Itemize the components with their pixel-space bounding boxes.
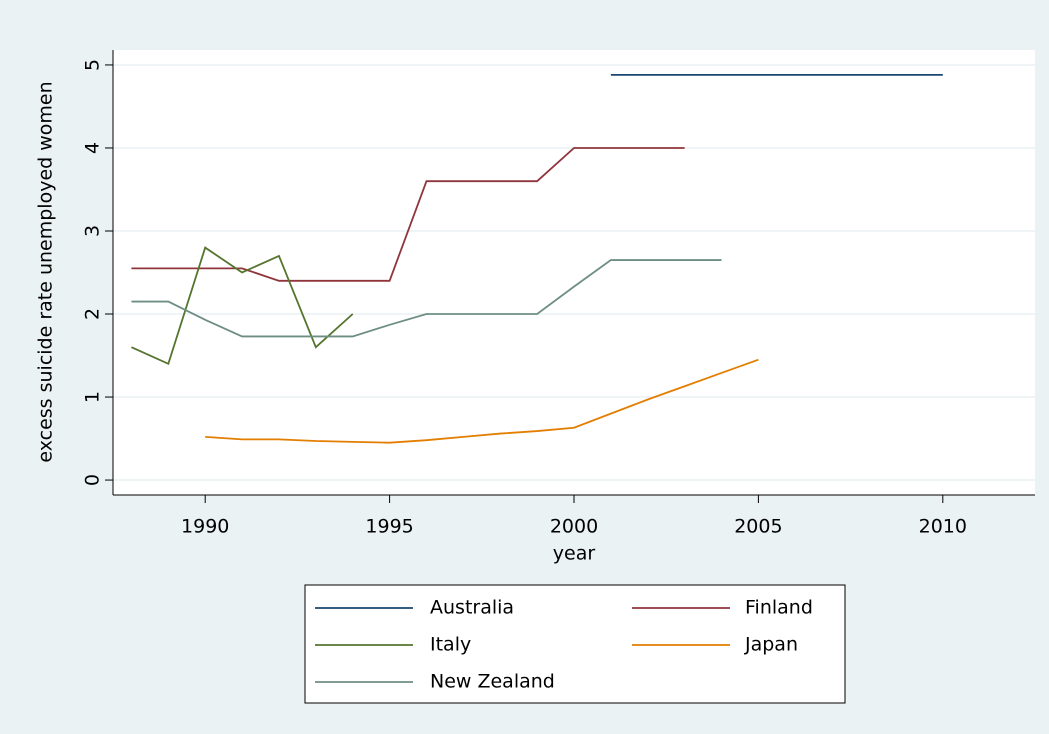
x-tick-label: 2000 (550, 516, 598, 538)
y-tick-label: 2 (82, 308, 104, 320)
legend-label: Australia (430, 597, 514, 619)
series-line (131, 147, 685, 282)
y-tick-label: 0 (82, 474, 104, 486)
legend-box (304, 584, 846, 704)
series-line (131, 246, 354, 366)
x-tick-label: 2005 (734, 516, 782, 538)
x-tick-label: 1995 (365, 516, 413, 538)
x-tick-label: 1990 (181, 516, 229, 538)
y-tick-label: 1 (82, 391, 104, 403)
x-axis-title: year (553, 543, 596, 565)
y-axis-title: excess suicide rate unemployed women (35, 81, 57, 462)
y-tick-label: 5 (82, 59, 104, 71)
series-line (205, 358, 759, 444)
legend-label: Italy (430, 634, 471, 656)
y-tick-label: 3 (82, 225, 104, 237)
plot-area (113, 50, 1035, 495)
legend-label: Finland (745, 597, 813, 619)
series-line (131, 259, 722, 338)
legend-label: Japan (744, 634, 798, 656)
x-tick-label: 2010 (919, 516, 967, 538)
y-tick-label: 4 (82, 142, 104, 154)
legend-label: New Zealand (430, 671, 555, 693)
